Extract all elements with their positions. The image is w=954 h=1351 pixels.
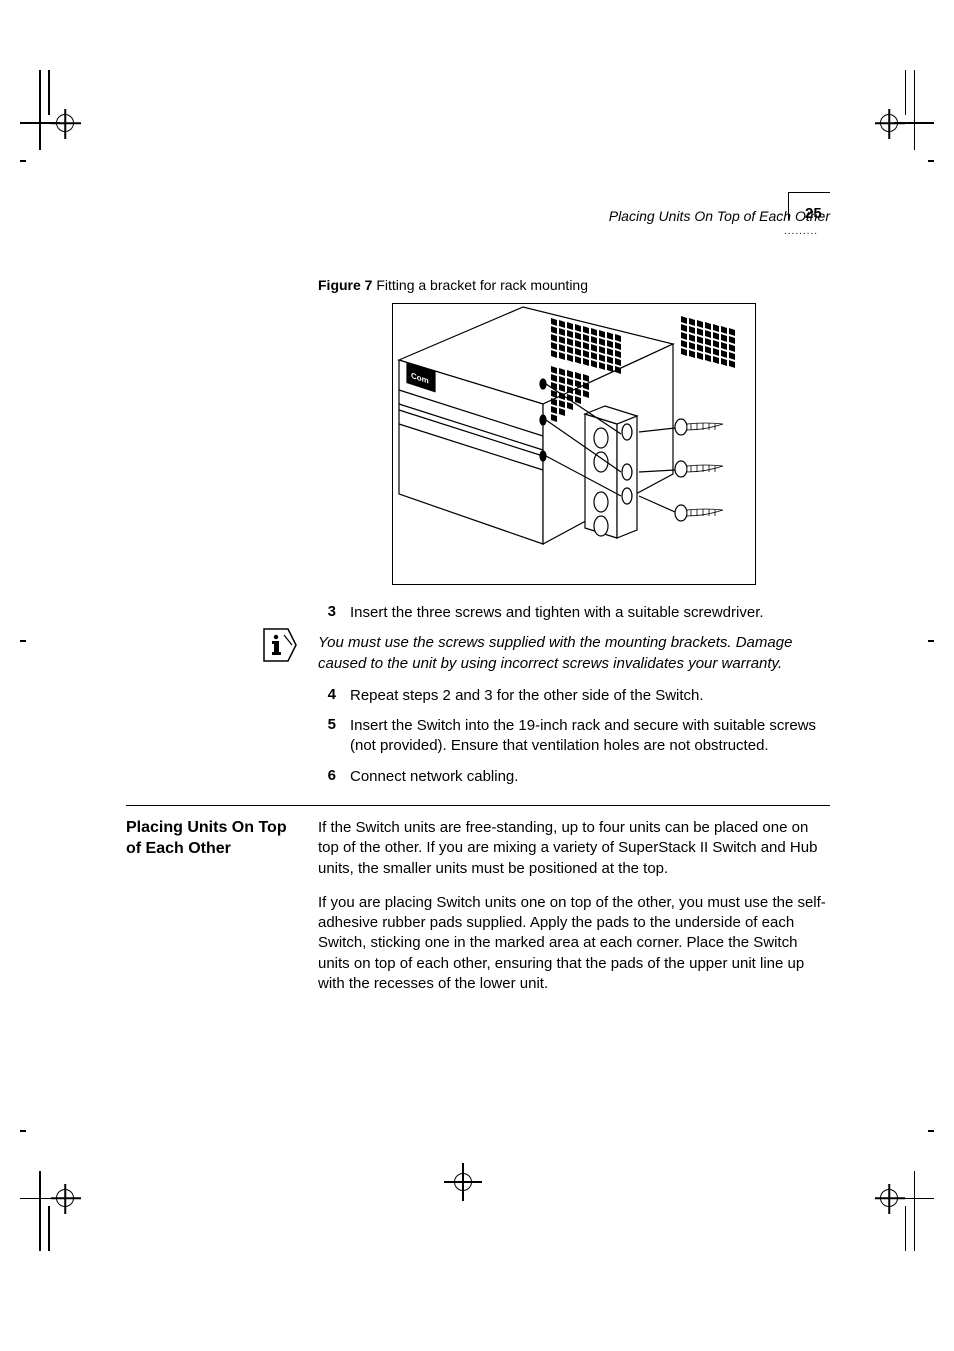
section-heading: Placing Units On Top of Each Other <box>126 818 306 860</box>
step-text: Connect network cabling. <box>350 767 830 787</box>
info-icon <box>262 627 298 663</box>
section-rule <box>126 805 830 806</box>
section-body: If the Switch units are free-standing, u… <box>318 818 830 1008</box>
step-item: 6 Connect network cabling. <box>318 767 830 787</box>
figure-illustration: Com <box>392 303 756 585</box>
crop-mark-icon <box>448 1167 478 1197</box>
header-dots: ......... <box>784 226 818 237</box>
crop-mark-icon <box>884 100 924 140</box>
figure-caption: Figure 7 Fitting a bracket for rack moun… <box>318 277 830 293</box>
crop-mark-icon <box>30 100 70 140</box>
step-text: Insert the three screws and tighten with… <box>350 603 830 623</box>
step-text: Insert the Switch into the 19-inch rack … <box>350 716 830 757</box>
step-text: Repeat steps 2 and 3 for the other side … <box>350 686 830 706</box>
step-item: 5 Insert the Switch into the 19-inch rac… <box>318 716 830 757</box>
step-number: 3 <box>318 603 350 623</box>
step-number: 5 <box>318 716 350 757</box>
step-item: 3 Insert the three screws and tighten wi… <box>318 603 830 623</box>
note-text: You must use the screws supplied with th… <box>318 633 830 674</box>
page-number: 25 <box>805 205 822 222</box>
crop-mark-icon <box>30 1181 70 1221</box>
tick-mark-icon <box>20 160 26 162</box>
figure-label: Figure 7 <box>318 277 372 293</box>
section-paragraph: If the Switch units are free-standing, u… <box>318 818 830 879</box>
running-head: Placing Units On Top of Each Other <box>540 208 830 224</box>
step-number: 4 <box>318 686 350 706</box>
tick-mark-icon <box>928 1130 934 1132</box>
content-column: Figure 7 Fitting a bracket for rack moun… <box>318 277 830 797</box>
tick-mark-icon <box>928 160 934 162</box>
section-paragraph: If you are placing Switch units one on t… <box>318 893 830 994</box>
crop-mark-icon <box>884 1181 924 1221</box>
figure-title: Fitting a bracket for rack mounting <box>372 277 588 293</box>
step-number: 6 <box>318 767 350 787</box>
tick-mark-icon <box>20 640 26 642</box>
tick-mark-icon <box>928 640 934 642</box>
tick-mark-icon <box>20 1130 26 1132</box>
page: Placing Units On Top of Each Other 25 ..… <box>0 0 954 1351</box>
step-item: 4 Repeat steps 2 and 3 for the other sid… <box>318 686 830 706</box>
